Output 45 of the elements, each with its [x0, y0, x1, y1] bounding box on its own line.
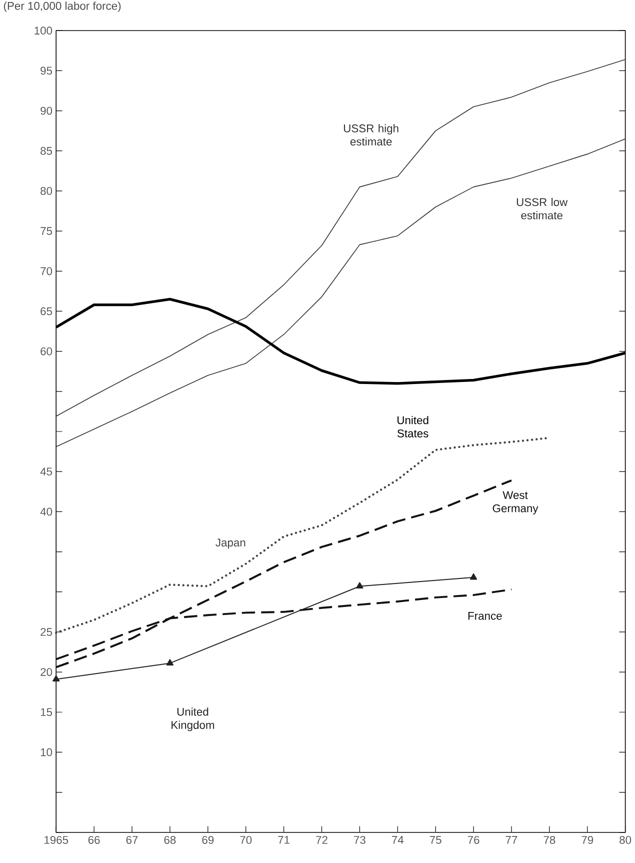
- point: [356, 582, 364, 589]
- x-tick-label: 79: [582, 836, 594, 844]
- y-tick-label: 100: [34, 26, 52, 35]
- x-tick-label: 80: [620, 836, 632, 844]
- y-tick-label: 60: [40, 347, 52, 356]
- line-series: [56, 59, 626, 417]
- y-tick-label: 10: [40, 748, 52, 756]
- point: [52, 675, 60, 682]
- y-tick-label: 40: [40, 508, 52, 516]
- series-label: France: [468, 612, 502, 620]
- x-tick-label: 1965: [44, 836, 68, 844]
- x-tick-label: 73: [354, 836, 366, 844]
- y-tick-label: 70: [40, 267, 52, 276]
- point: [166, 659, 174, 666]
- text: United States: [398, 416, 428, 438]
- x-tick-label: 68: [164, 836, 176, 844]
- y-tick-label: 90: [40, 106, 52, 115]
- series-label: West Germany: [492, 491, 538, 514]
- x-tick-label: 75: [430, 836, 442, 844]
- y-tick-label: 75: [40, 227, 52, 235]
- y-axis-title: (Per 10,000 labor force): [4, 2, 121, 12]
- x-tick-label: 70: [240, 836, 252, 844]
- line-series: [56, 138, 626, 448]
- y-tick-label: 65: [40, 307, 52, 316]
- x-tick-label: 67: [126, 836, 138, 844]
- y-tick-label: 85: [40, 146, 52, 155]
- y-tick-label: 20: [40, 668, 52, 676]
- y-tick-label: 45: [40, 468, 52, 476]
- x-tick-label: 78: [544, 836, 556, 844]
- y-tick-label: 25: [40, 628, 52, 636]
- point: [470, 573, 478, 580]
- x-tick-label: 71: [278, 836, 290, 844]
- x-tick-label: 74: [392, 836, 404, 844]
- x-tick-label: 66: [88, 836, 100, 844]
- series-label: USSR high estimate: [344, 124, 398, 146]
- y-tick-label: 80: [40, 187, 52, 195]
- series-label: USSR low estimate: [516, 198, 568, 220]
- series-label: Japan: [216, 538, 246, 549]
- y-tick-label: 15: [40, 708, 52, 716]
- y-tick-label: 95: [40, 66, 52, 75]
- x-tick-label: 72: [316, 836, 328, 844]
- x-tick-label: 69: [202, 836, 214, 844]
- x-tick-label: 76: [468, 836, 480, 844]
- x-tick-label: 77: [506, 836, 518, 844]
- text: United Kingdom: [172, 708, 214, 732]
